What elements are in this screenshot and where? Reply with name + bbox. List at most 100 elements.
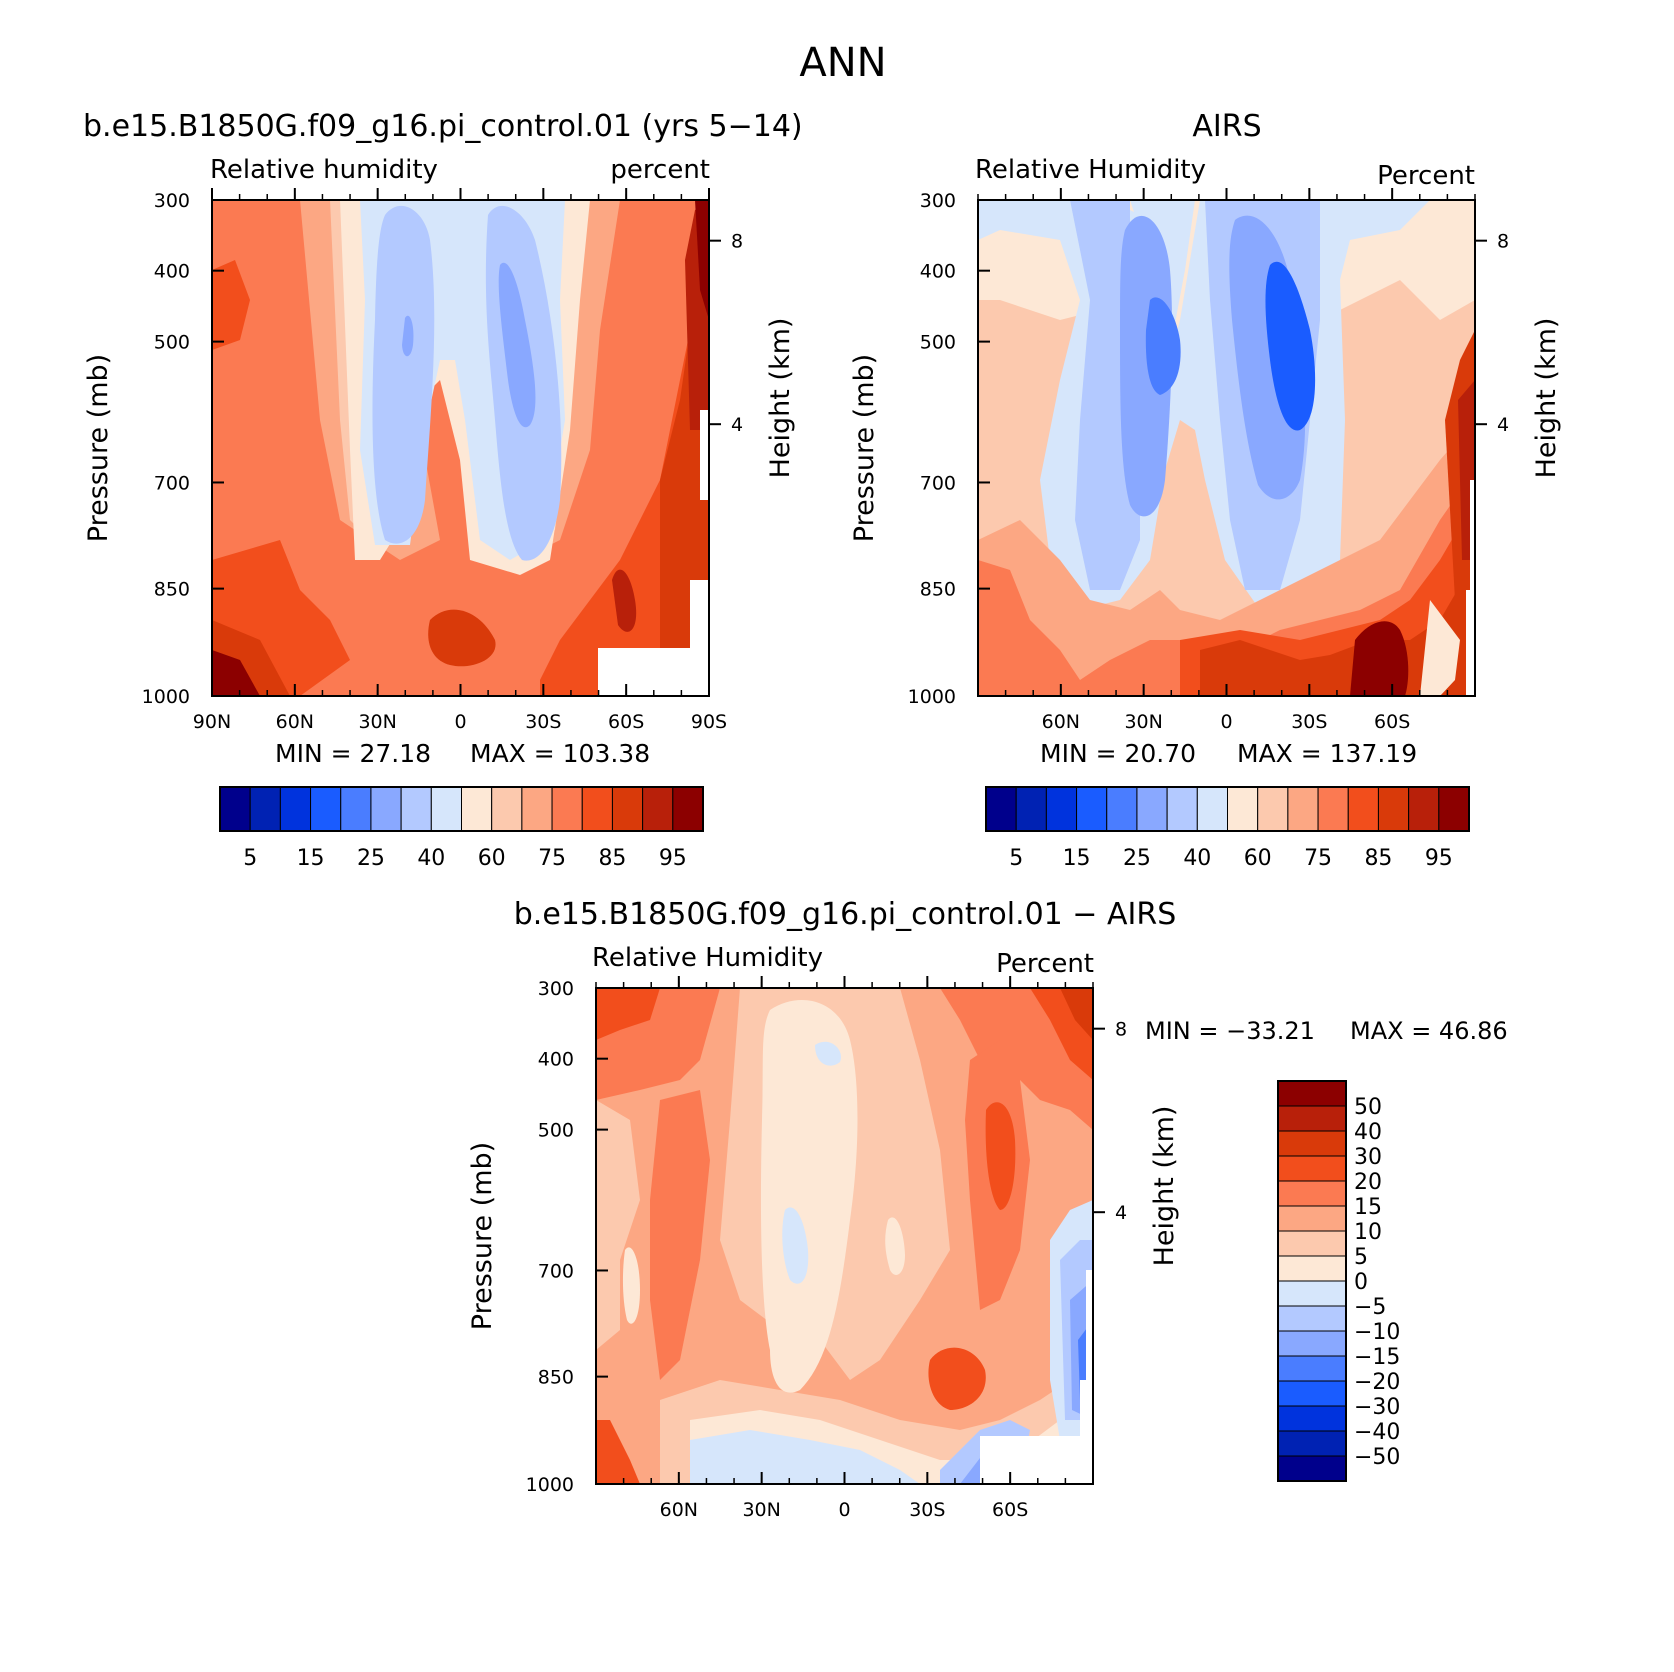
colorbar-swatch <box>1045 786 1078 832</box>
panel-difference-xtick-label: 30S <box>909 1499 945 1521</box>
panel-difference-ylabel-right: Height (km) <box>1149 1106 1180 1267</box>
panel-airs-left-label: Relative Humidity <box>975 155 1206 185</box>
panel-airs-xtick-label: 60S <box>1374 711 1410 733</box>
colorbar-label: −10 <box>1354 1320 1400 1345</box>
panel-airs-ytick-label: 300 <box>920 190 956 212</box>
panel-airs-htick-label: 4 <box>1497 414 1509 436</box>
colorbar-swatch <box>1277 1305 1347 1332</box>
colorbar-swatch <box>1277 1155 1347 1182</box>
colorbar-label: 40 <box>1183 846 1211 871</box>
panel-airs-ytick-label: 1000 <box>908 686 956 708</box>
panel-airs-contours <box>978 200 1475 696</box>
panel-airs-xtick-label: 30S <box>1291 711 1327 733</box>
panel-model-htick-label: 8 <box>731 231 743 253</box>
colorbar-swatch <box>1277 1355 1347 1382</box>
colorbar-label: 60 <box>478 846 506 871</box>
panel-airs-min: MIN = 20.70 <box>1040 739 1196 768</box>
colorbar-label: −30 <box>1354 1395 1400 1420</box>
panel-airs-ytick-label: 400 <box>920 261 956 283</box>
panel-model-ylabel: Pressure (mb) <box>83 354 114 542</box>
panel-model: b.e15.B1850G.f09_g16.pi_control.01 (yrs … <box>83 109 803 871</box>
colorbar-label: 15 <box>1063 846 1091 871</box>
panel-model-xtick-label: 30S <box>525 711 561 733</box>
panel-model-ylabel-right: Height (km) <box>765 318 796 479</box>
colorbar-swatch <box>1277 1205 1347 1232</box>
panel-airs: AIRS Relative Humidity Percent <box>849 109 1562 871</box>
colorbar-swatch <box>370 786 402 832</box>
colorbar-swatch <box>985 786 1017 832</box>
panel-airs-ytick-label: 850 <box>920 579 956 601</box>
colorbar-swatch <box>1287 786 1319 832</box>
colorbar-label: −15 <box>1354 1345 1400 1370</box>
panel-difference-contours <box>596 988 1093 1484</box>
panel-model-xtick-label: 90N <box>193 711 231 733</box>
colorbar-swatch <box>1438 786 1470 832</box>
colorbar-swatch <box>1277 1180 1347 1207</box>
panel-difference-ytick-label: 300 <box>538 978 574 1000</box>
colorbar-swatch <box>581 786 613 832</box>
colorbar-swatch <box>1227 786 1259 832</box>
colorbar-label: 50 <box>1354 1095 1382 1120</box>
colorbar-label: 10 <box>1354 1220 1382 1245</box>
colorbar-label: 60 <box>1244 846 1272 871</box>
colorbar-label: 75 <box>1304 846 1332 871</box>
panel-difference-ytick-label: 1000 <box>526 1474 574 1496</box>
panel-model-ytick-label: 850 <box>154 579 190 601</box>
panel-difference-xtick-label: 30N <box>742 1499 780 1521</box>
panel-model-ytick-label: 1000 <box>142 686 190 708</box>
panel-model-colorbar: 5 15 25 40 60 75 85 95 <box>219 786 704 871</box>
colorbar-swatch <box>521 786 553 832</box>
colorbar-swatch <box>1257 786 1289 832</box>
colorbar-swatch <box>340 786 372 832</box>
colorbar-label: 20 <box>1354 1170 1382 1195</box>
colorbar-label: 85 <box>1364 846 1392 871</box>
colorbar-label: 40 <box>1354 1120 1382 1145</box>
colorbar-label: 0 <box>1354 1270 1368 1295</box>
colorbar-label: −40 <box>1354 1420 1400 1445</box>
panel-difference-ytick-label: 700 <box>538 1260 574 1282</box>
colorbar-swatch <box>1277 1105 1347 1132</box>
panel-difference-xtick-label: 0 <box>838 1499 850 1521</box>
colorbar-swatch <box>461 786 493 832</box>
colorbar-swatch <box>1166 786 1198 832</box>
colorbar-label: 95 <box>1425 846 1453 871</box>
panel-airs-right-label: Percent <box>1377 161 1475 191</box>
panel-model-xtick-label: 60S <box>608 711 644 733</box>
panel-model-contours <box>212 200 709 696</box>
colorbar-label: 15 <box>1354 1195 1382 1220</box>
colorbar-swatch <box>400 786 432 832</box>
panel-model-max: MAX = 103.38 <box>470 739 650 768</box>
panel-model-xtick-label: 90S <box>691 711 727 733</box>
panel-airs-htick-label: 8 <box>1497 231 1509 253</box>
panel-airs-ytick-label: 500 <box>920 332 956 354</box>
colorbar-swatch <box>279 786 312 832</box>
colorbar-label: −50 <box>1354 1445 1400 1470</box>
panel-model-htick-label: 4 <box>731 414 743 436</box>
colorbar-swatch <box>642 786 674 832</box>
panel-airs-xtick-label: 30N <box>1124 711 1162 733</box>
panel-model-xtick-label: 30N <box>358 711 396 733</box>
colorbar-frame <box>219 786 704 832</box>
colorbar-swatch <box>430 786 462 832</box>
panel-difference-ytick-label: 400 <box>538 1049 574 1071</box>
panel-model-ytick-label: 500 <box>154 332 190 354</box>
panel-difference-left-label: Relative Humidity <box>592 943 823 973</box>
colorbar-label: 95 <box>659 846 687 871</box>
colorbar-swatch <box>551 786 583 832</box>
panel-airs-max: MAX = 137.19 <box>1237 739 1417 768</box>
colorbar-swatch <box>1106 786 1138 832</box>
colorbar-swatch <box>1277 1405 1347 1432</box>
colorbar-swatch <box>1076 786 1108 832</box>
panel-difference-htick-label: 4 <box>1115 1202 1127 1224</box>
panel-airs-xtick-label: 60N <box>1042 711 1080 733</box>
colorbar-swatch <box>1277 1330 1347 1357</box>
colorbar-swatch <box>1277 1080 1347 1107</box>
colorbar-swatch <box>1408 786 1440 832</box>
colorbar-label: 5 <box>1354 1245 1368 1270</box>
panel-model-title: b.e15.B1850G.f09_g16.pi_control.01 (yrs … <box>83 109 803 144</box>
panel-difference-max: MAX = 46.86 <box>1350 1017 1508 1045</box>
colorbar-swatch <box>1136 786 1168 832</box>
colorbar-label: 5 <box>1009 846 1023 871</box>
